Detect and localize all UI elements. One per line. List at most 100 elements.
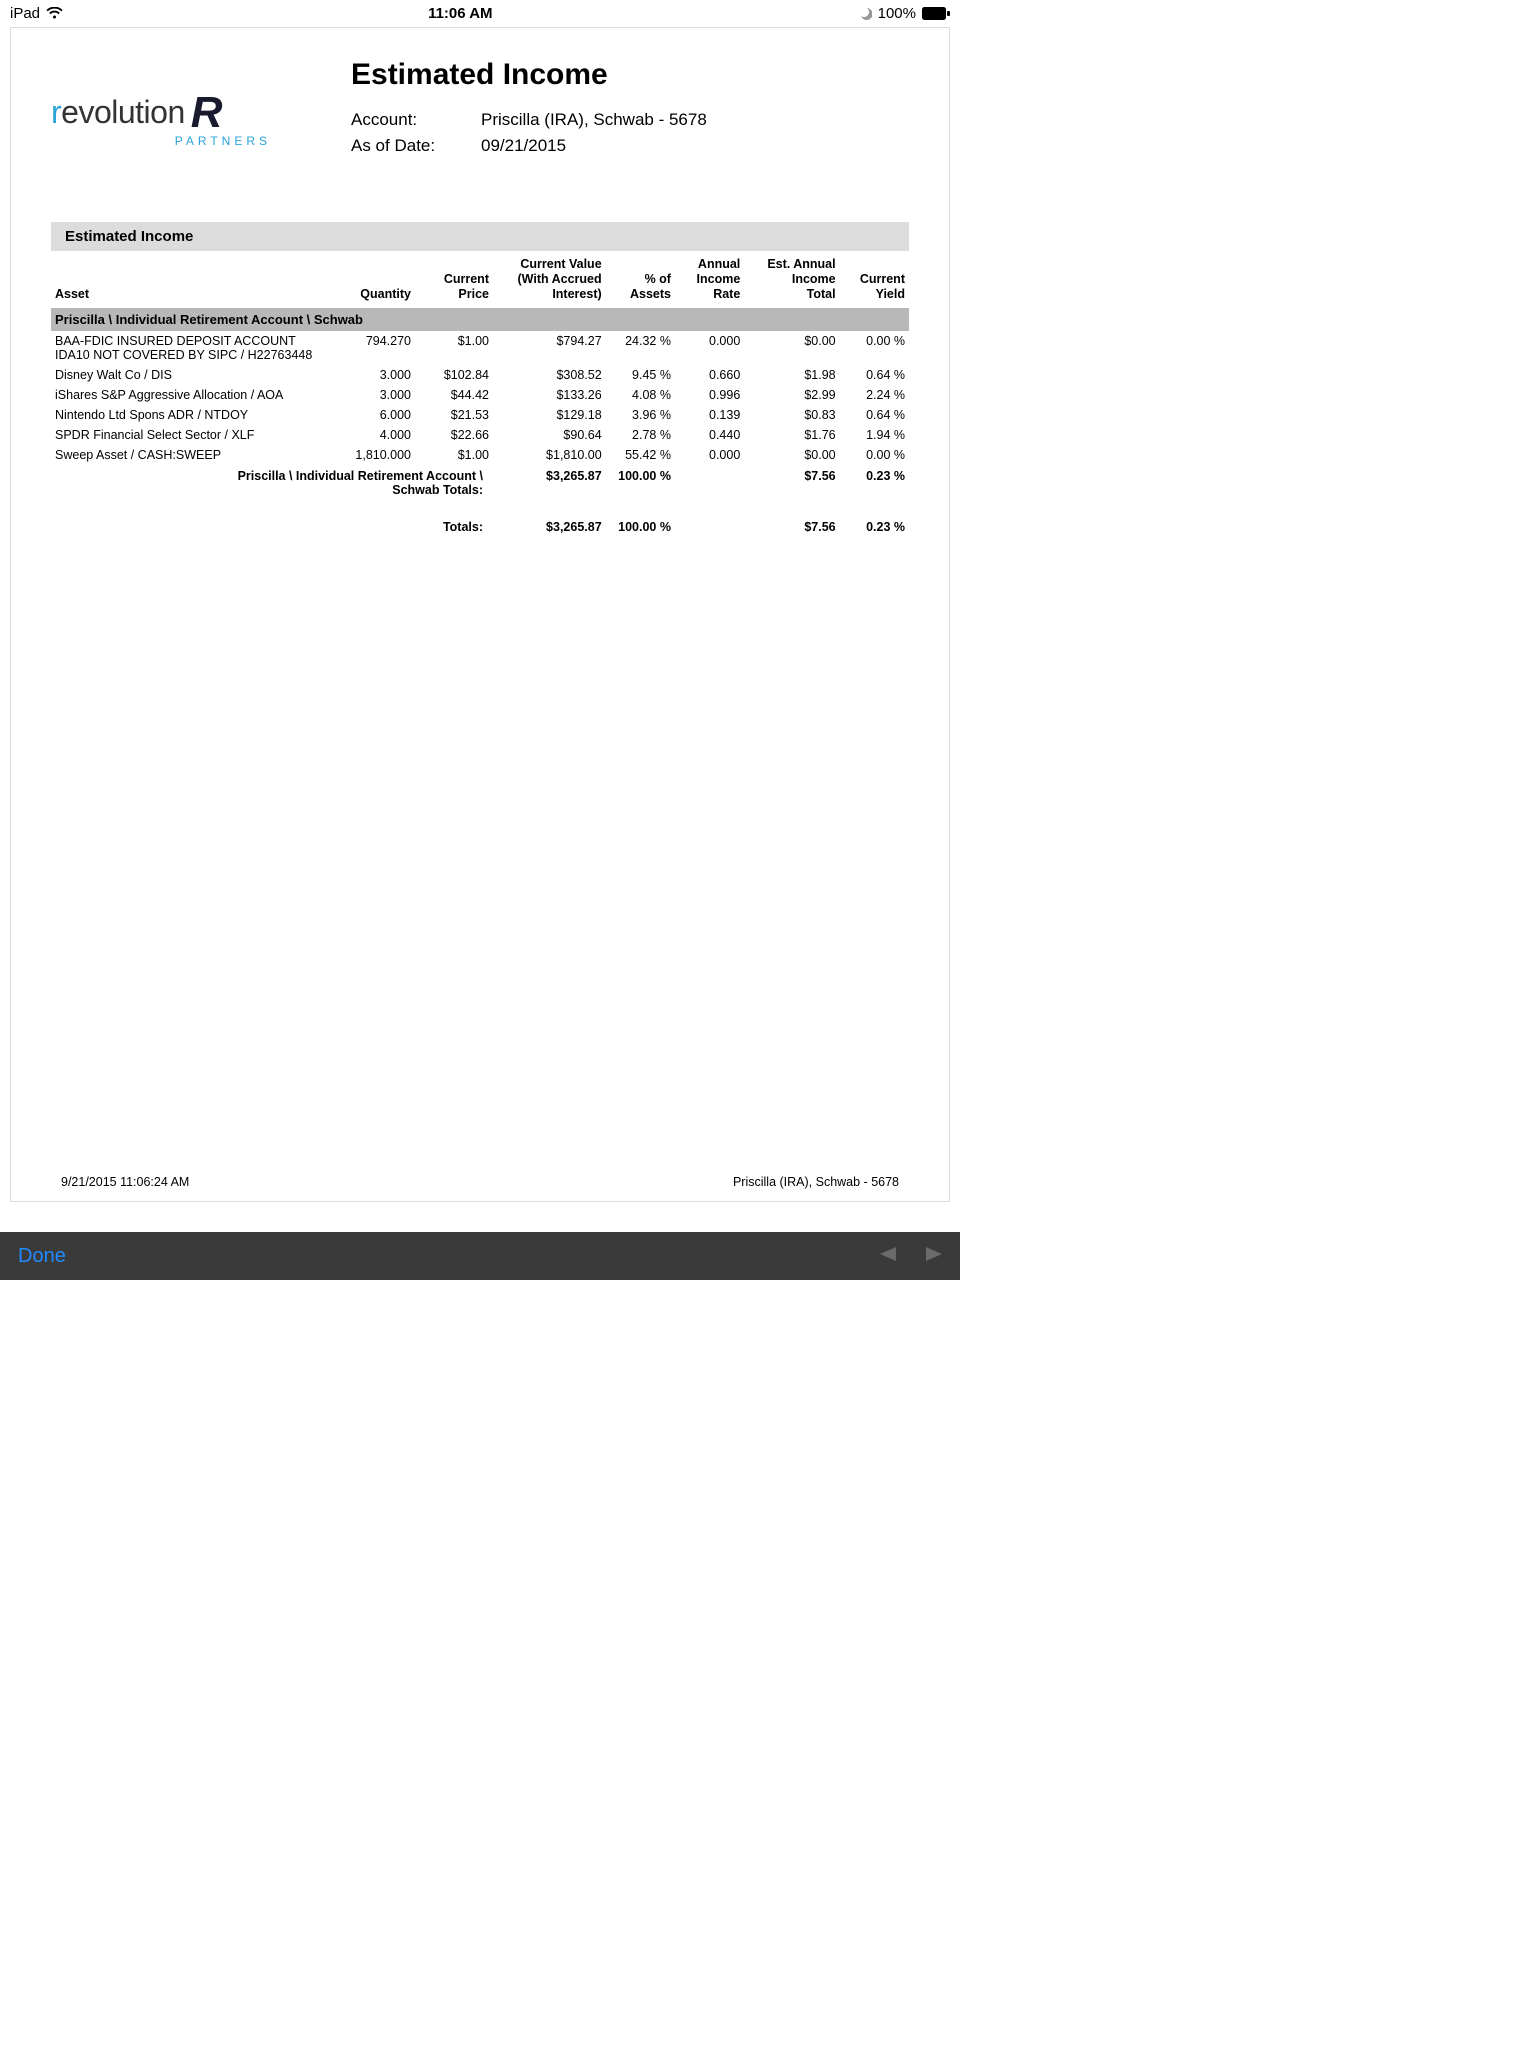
- battery-icon: [922, 7, 950, 20]
- report-title: Estimated Income: [351, 58, 909, 92]
- cell-est: $0.00: [744, 445, 839, 465]
- col-price: CurrentPrice: [415, 251, 493, 308]
- date-label: As of Date:: [351, 136, 481, 156]
- cell-value: $90.64: [493, 425, 606, 445]
- col-pct: % ofAssets: [606, 251, 675, 308]
- group-label: Priscilla \ Individual Retirement Accoun…: [51, 308, 909, 331]
- logo-r: r: [51, 94, 61, 130]
- cell-price: $102.84: [415, 365, 493, 385]
- cell-asset: Disney Walt Co / DIS: [51, 365, 337, 385]
- cell-yield: 0.00 %: [840, 445, 909, 465]
- cell-est: $0.00: [744, 331, 839, 365]
- group-row: Priscilla \ Individual Retirement Accoun…: [51, 308, 909, 331]
- footer-right: Priscilla (IRA), Schwab - 5678: [733, 1175, 899, 1189]
- totals-yield: 0.23 %: [840, 500, 909, 537]
- prev-arrow-icon[interactable]: [880, 1247, 896, 1266]
- done-button[interactable]: Done: [18, 1245, 66, 1268]
- table-row: Sweep Asset / CASH:SWEEP 1,810.000 $1.00…: [51, 445, 909, 465]
- table-row: iShares S&P Aggressive Allocation / AOA …: [51, 385, 909, 405]
- cell-pct: 4.08 %: [606, 385, 675, 405]
- account-value: Priscilla (IRA), Schwab - 5678: [481, 110, 707, 130]
- cell-yield: 2.24 %: [840, 385, 909, 405]
- cell-asset: Nintendo Ltd Spons ADR / NTDOY: [51, 405, 337, 425]
- subtotal-rate: [675, 465, 744, 500]
- cell-price: $1.00: [415, 331, 493, 365]
- income-table: Asset Quantity CurrentPrice Current Valu…: [51, 251, 909, 537]
- table-row: SPDR Financial Select Sector / XLF 4.000…: [51, 425, 909, 445]
- cell-price: $1.00: [415, 445, 493, 465]
- cell-asset: iShares S&P Aggressive Allocation / AOA: [51, 385, 337, 405]
- cell-rate: 0.139: [675, 405, 744, 425]
- cell-rate: 0.000: [675, 331, 744, 365]
- cell-qty: 794.270: [337, 331, 415, 365]
- cell-asset: BAA-FDIC INSURED DEPOSIT ACCOUNT IDA10 N…: [51, 331, 337, 365]
- totals-row: Totals: $3,265.87 100.00 % $7.56 0.23 %: [51, 500, 909, 537]
- status-bar: iPad 11:06 AM 100%: [0, 0, 960, 27]
- cell-qty: 6.000: [337, 405, 415, 425]
- cell-est: $2.99: [744, 385, 839, 405]
- status-right: 100%: [858, 5, 950, 22]
- cell-est: $1.76: [744, 425, 839, 445]
- logo-big-r: R: [191, 88, 222, 137]
- cell-rate: 0.440: [675, 425, 744, 445]
- cell-est: $0.83: [744, 405, 839, 425]
- cell-qty: 4.000: [337, 425, 415, 445]
- cell-pct: 3.96 %: [606, 405, 675, 425]
- logo-rest: evolution: [61, 94, 185, 130]
- col-rate: AnnualIncomeRate: [675, 251, 744, 308]
- logo: revolutionR PARTNERS: [51, 58, 311, 148]
- subtotal-value: $3,265.87: [493, 465, 606, 500]
- cell-pct: 55.42 %: [606, 445, 675, 465]
- cell-price: $44.42: [415, 385, 493, 405]
- battery-label: 100%: [878, 5, 916, 22]
- cell-qty: 3.000: [337, 365, 415, 385]
- cell-asset: SPDR Financial Select Sector / XLF: [51, 425, 337, 445]
- cell-rate: 0.000: [675, 445, 744, 465]
- cell-value: $129.18: [493, 405, 606, 425]
- status-left: iPad: [10, 5, 63, 22]
- page-footer: 9/21/2015 11:06:24 AM Priscilla (IRA), S…: [61, 1175, 899, 1189]
- table-row: Disney Walt Co / DIS 3.000 $102.84 $308.…: [51, 365, 909, 385]
- status-time: 11:06 AM: [63, 5, 858, 22]
- moon-icon: [858, 7, 872, 21]
- cell-qty: 3.000: [337, 385, 415, 405]
- cell-qty: 1,810.000: [337, 445, 415, 465]
- cell-value: $308.52: [493, 365, 606, 385]
- subtotal-label: Priscilla \ Individual Retirement Accoun…: [51, 465, 493, 500]
- cell-rate: 0.660: [675, 365, 744, 385]
- cell-yield: 0.64 %: [840, 405, 909, 425]
- totals-pct: 100.00 %: [606, 500, 675, 537]
- section-title: Estimated Income: [51, 222, 909, 251]
- table-row: Nintendo Ltd Spons ADR / NTDOY 6.000 $21…: [51, 405, 909, 425]
- col-quantity: Quantity: [337, 251, 415, 308]
- cell-pct: 2.78 %: [606, 425, 675, 445]
- report-page: revolutionR PARTNERS Estimated Income Ac…: [10, 27, 950, 1202]
- cell-value: $794.27: [493, 331, 606, 365]
- table-header-row: Asset Quantity CurrentPrice Current Valu…: [51, 251, 909, 308]
- next-arrow-icon[interactable]: [926, 1247, 942, 1266]
- subtotal-pct: 100.00 %: [606, 465, 675, 500]
- subtotal-est: $7.56: [744, 465, 839, 500]
- date-value: 09/21/2015: [481, 136, 566, 156]
- wifi-icon: [46, 7, 63, 20]
- account-label: Account:: [351, 110, 481, 130]
- cell-price: $21.53: [415, 405, 493, 425]
- nav-arrows: [880, 1247, 942, 1266]
- totals-value: $3,265.87: [493, 500, 606, 537]
- totals-rate: [675, 500, 744, 537]
- cell-rate: 0.996: [675, 385, 744, 405]
- cell-est: $1.98: [744, 365, 839, 385]
- footer-left: 9/21/2015 11:06:24 AM: [61, 1175, 189, 1189]
- device-label: iPad: [10, 5, 40, 22]
- col-value: Current Value(With AccruedInterest): [493, 251, 606, 308]
- col-asset: Asset: [51, 251, 337, 308]
- cell-pct: 9.45 %: [606, 365, 675, 385]
- cell-pct: 24.32 %: [606, 331, 675, 365]
- col-est: Est. AnnualIncomeTotal: [744, 251, 839, 308]
- cell-yield: 1.94 %: [840, 425, 909, 445]
- table-row: BAA-FDIC INSURED DEPOSIT ACCOUNT IDA10 N…: [51, 331, 909, 365]
- col-yield: CurrentYield: [840, 251, 909, 308]
- bottom-toolbar: Done: [0, 1232, 960, 1280]
- totals-est: $7.56: [744, 500, 839, 537]
- income-section: Estimated Income Asset Quantity CurrentP…: [51, 222, 909, 537]
